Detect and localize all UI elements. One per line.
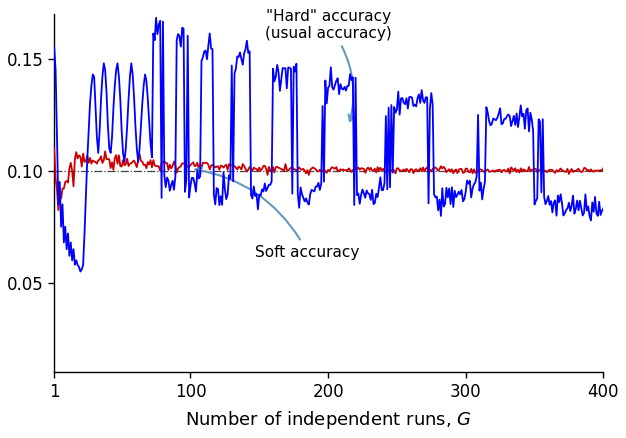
X-axis label: Number of independent runs, $G$: Number of independent runs, $G$ bbox=[185, 409, 472, 431]
Text: "Hard" accuracy
(usual accuracy): "Hard" accuracy (usual accuracy) bbox=[265, 8, 391, 121]
Text: Soft accuracy: Soft accuracy bbox=[195, 167, 359, 260]
